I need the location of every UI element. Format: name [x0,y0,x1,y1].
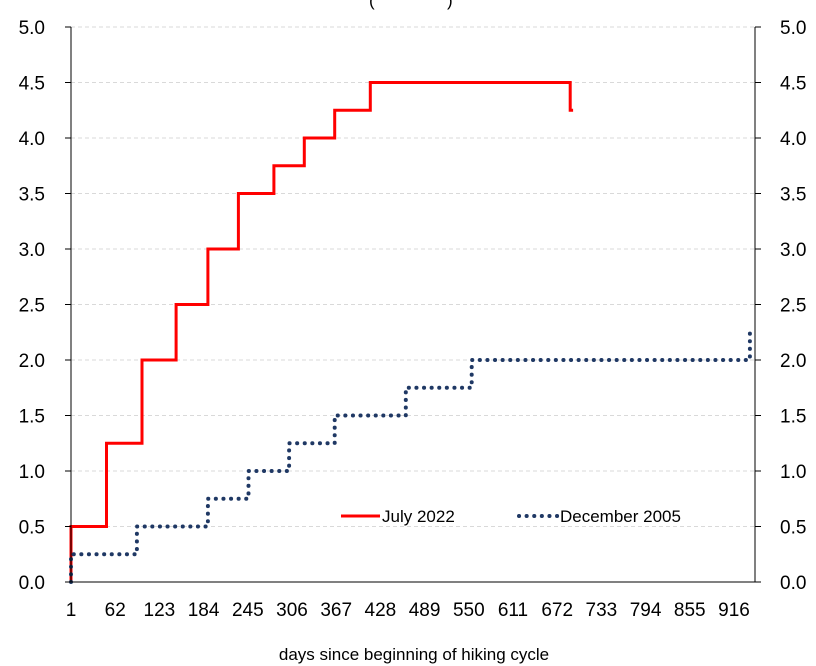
x-axis-label: days since beginning of hiking cycle [279,645,549,664]
y-tick-label-left: 0.0 [19,573,45,594]
y-tick-label-right: 4.5 [780,74,806,95]
series-line [69,330,755,584]
y-tick-label-left: 2.0 [19,351,45,372]
x-tick-label: 245 [232,600,264,621]
y-tick-label-left: 3.0 [19,240,45,261]
y-axis-left-tick-labels: 0.0 0.5 1.0 1.5 2.0 2.5 3.0 3.5 4.0 4.5 5.0 [19,18,45,594]
y-tick-label-right: 0.0 [780,573,806,594]
legend-label: July 2022 [382,507,455,526]
y-tick-label-right: 3.5 [780,185,806,206]
x-tick-label: 184 [188,600,220,621]
x-tick-label: 306 [276,600,308,621]
x-tick-label: 550 [453,600,485,621]
series-group [69,81,755,584]
x-tick-label: 855 [674,600,706,621]
legend-label: December 2005 [560,507,681,526]
y-tick-label-left: 5.0 [19,18,45,39]
y-tick-label-right: 4.0 [780,129,806,150]
y-tick-label-right: 0.5 [780,518,806,539]
y-tick-label-left: 3.5 [19,185,45,206]
grid-lines [71,26,755,527]
x-tick-label: 794 [630,600,662,621]
y-tick-label-right: 1.0 [780,462,806,483]
x-tick-label: 428 [365,600,397,621]
y-axis-right-tick-labels: 0.0 0.5 1.0 1.5 2.0 2.5 3.0 3.5 4.0 4.5 5.0 [780,18,806,594]
y-tick-label-left: 0.5 [19,518,45,539]
x-tick-label: 672 [541,600,573,621]
axes [65,26,761,583]
x-tick-label: 1 [66,600,77,621]
x-axis-tick-labels: 1 62 123 184 245 306 367 428 489 550 611 672 733 794 8… [66,600,750,621]
x-tick-label: 916 [718,600,750,621]
x-tick-label: 367 [320,600,352,621]
subtitle-fragment-right: ) [447,0,453,10]
y-tick-label-left: 2.5 [19,296,45,317]
y-tick-label-right: 2.5 [780,296,806,317]
legend: July 2022 December 2005 [341,507,681,526]
x-tick-label: 123 [144,600,176,621]
y-tick-label-left: 1.5 [19,407,45,428]
y-tick-label-left: 4.0 [19,129,45,150]
y-tick-label-right: 5.0 [780,18,806,39]
subtitle-fragment: ( [369,0,375,10]
y-tick-label-left: 1.0 [19,462,45,483]
x-tick-label: 489 [409,600,441,621]
x-tick-label: 733 [586,600,618,621]
y-tick-label-right: 1.5 [780,407,806,428]
y-tick-label-left: 4.5 [19,74,45,95]
x-tick-label: 611 [498,600,528,621]
y-tick-label-right: 3.0 [780,240,806,261]
x-tick-label: 62 [105,600,126,621]
y-tick-label-right: 2.0 [780,351,806,372]
series-line [69,81,574,582]
